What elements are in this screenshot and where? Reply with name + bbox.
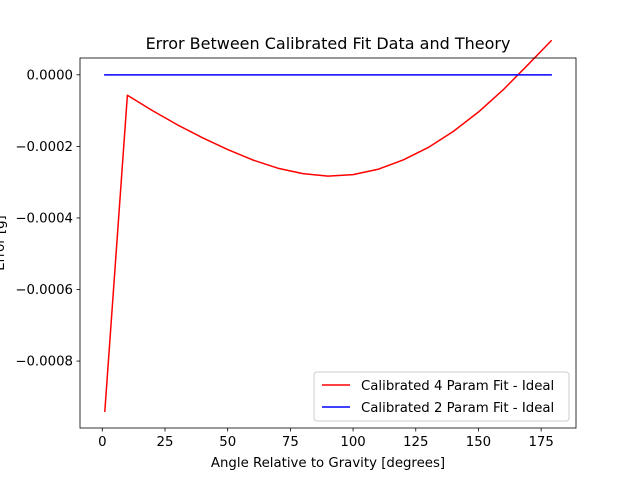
- x-tick-label: 100: [340, 435, 365, 450]
- series-line-0: [104, 39, 553, 412]
- x-tick-label: 50: [219, 435, 236, 450]
- legend-label-4-param: Calibrated 4 Param Fit - Ideal: [361, 379, 554, 394]
- x-tick-label: 150: [466, 435, 491, 450]
- x-tick-label: 125: [403, 435, 428, 450]
- x-tick-label: 0: [98, 435, 106, 450]
- series-layer: [104, 39, 553, 412]
- y-axis-label: Error [g]: [0, 215, 8, 270]
- y-axis-ticks: 0.0000 −0.0002 −0.0004 −0.0006 −0.0008: [15, 68, 80, 370]
- y-tick-label: −0.0008: [15, 355, 73, 370]
- x-axis-ticks: 0 25 50 75 100 125 150 175: [98, 428, 554, 450]
- y-tick-label: −0.0002: [15, 140, 73, 155]
- legend: Calibrated 4 Param Fit - Ideal Calibrate…: [313, 371, 570, 422]
- x-axis-label: Angle Relative to Gravity [degrees]: [211, 456, 445, 471]
- y-tick-label: −0.0004: [15, 211, 73, 226]
- axes-background: [80, 58, 576, 428]
- chart-title: Error Between Calibrated Fit Data and Th…: [146, 34, 511, 53]
- x-tick-label: 25: [157, 435, 174, 450]
- legend-frame: [313, 371, 570, 422]
- axes-frame: [79, 57, 577, 429]
- legend-label-2-param: Calibrated 2 Param Fit - Ideal: [361, 401, 554, 416]
- plot-area: [79, 39, 577, 429]
- x-tick-label: 175: [528, 435, 553, 450]
- x-tick-label: 75: [282, 435, 299, 450]
- y-tick-label: 0.0000: [26, 68, 73, 83]
- y-tick-label: −0.0006: [15, 283, 73, 298]
